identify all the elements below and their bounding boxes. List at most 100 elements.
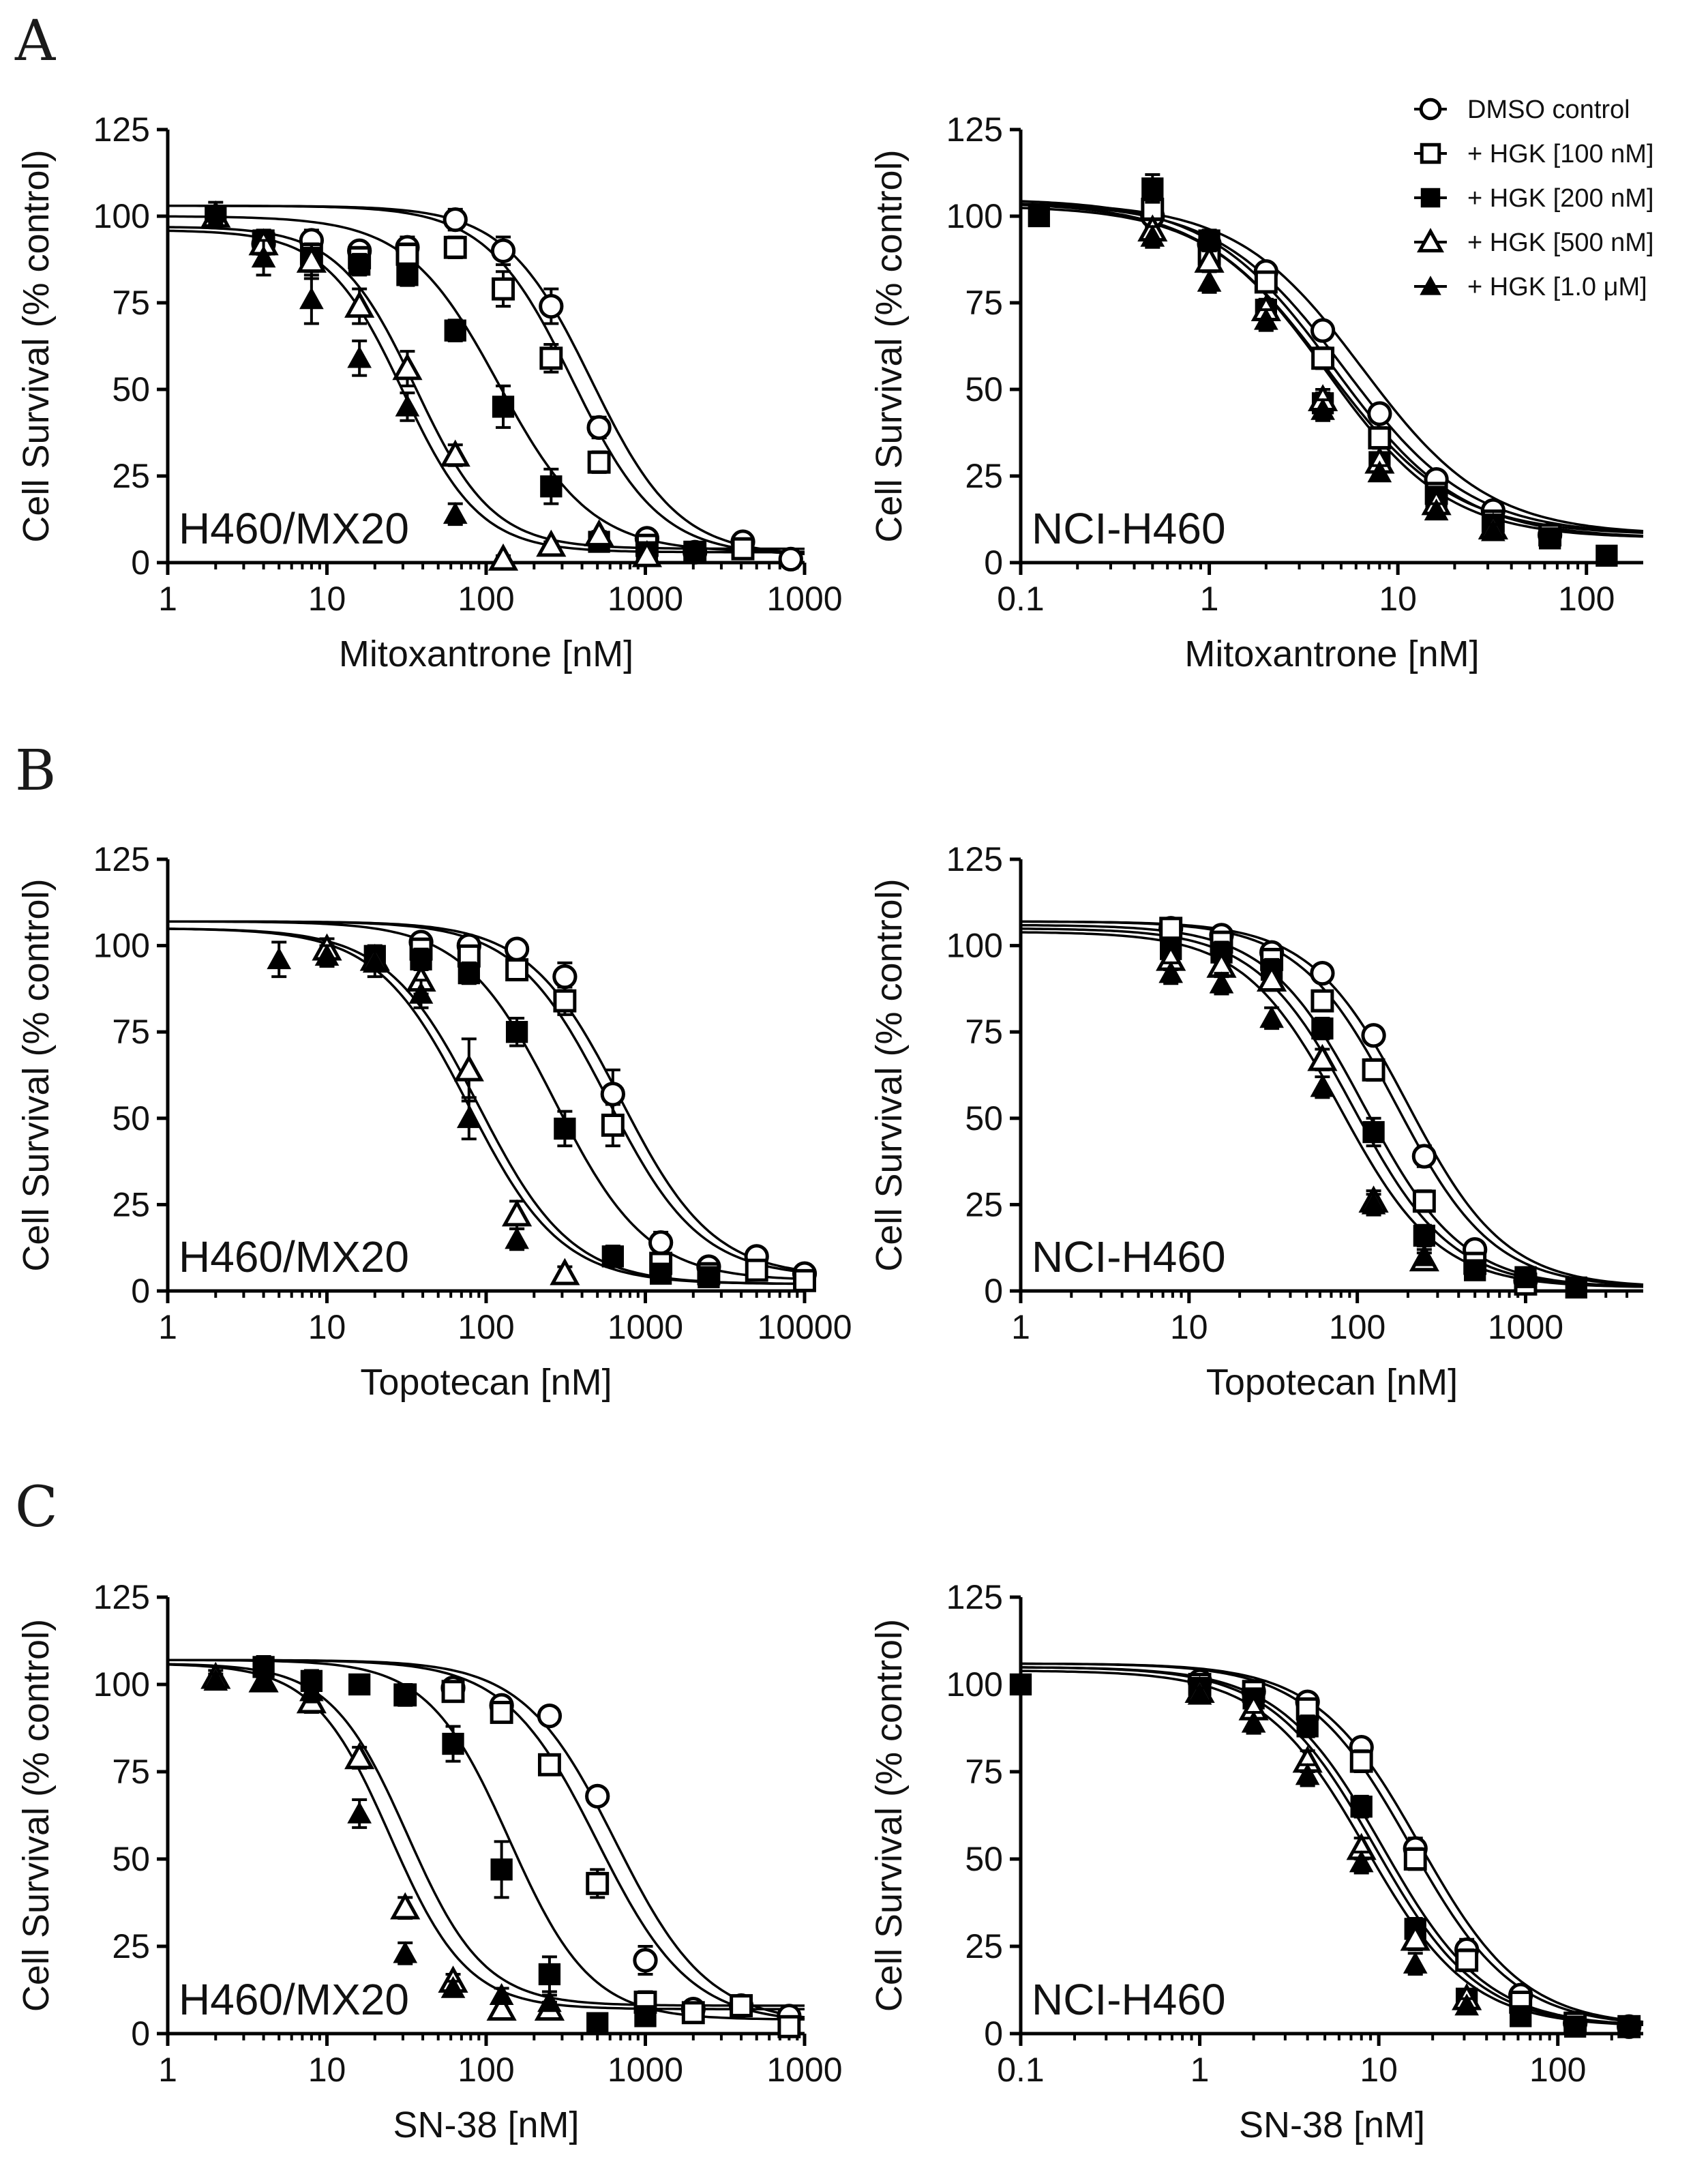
- y-tick-label: 100: [93, 927, 150, 965]
- y-tick-label: 125: [93, 110, 150, 149]
- data-point: [267, 947, 292, 970]
- data-point: [1424, 498, 1449, 521]
- y-tick-label: 100: [93, 1665, 150, 1704]
- y-axis-title: Cell Survival (% control): [16, 878, 57, 1271]
- y-tick-label: 100: [946, 1665, 1003, 1704]
- y-tick-label: 125: [93, 1578, 150, 1616]
- plot-panel-6: 0 25 50 75 100 125 0.1 1 10 100 SN-38 [nM] Cell Sur…: [869, 1578, 1644, 2145]
- data-point: [296, 246, 327, 273]
- data-point: [1464, 1259, 1486, 1281]
- data-point: [1454, 1993, 1480, 2016]
- plot-panel-4: 0 25 50 75 100 125 1 10 100 1000 Topotecan [nM] Cel…: [869, 840, 1644, 1403]
- data-point: [1413, 1224, 1436, 1247]
- legend: DMSO control + HGK [100 nM] + HGK [200 nM]…: [1414, 95, 1654, 301]
- data-point: [793, 1268, 816, 1292]
- data-point: [681, 2001, 705, 2025]
- series-5: [203, 200, 468, 526]
- fit-curve-series-4: [1021, 1666, 1644, 2026]
- data-point: [408, 981, 434, 1004]
- y-tick-label: 25: [112, 457, 150, 495]
- data-point: [1307, 1043, 1338, 1071]
- x-axis-title: Mitoxantrone [nM]: [339, 634, 633, 674]
- data-point: [1412, 1189, 1436, 1213]
- data-point: [1564, 2015, 1587, 2038]
- legend-label-3: + HGK [200 nM]: [1467, 184, 1654, 213]
- y-tick-label: 50: [965, 370, 1003, 408]
- data-point: [1310, 960, 1335, 986]
- y-tick-label: 75: [965, 1013, 1003, 1051]
- data-point: [1296, 1715, 1319, 1738]
- y-tick-label: 50: [965, 1840, 1003, 1878]
- data-point: [486, 1993, 517, 2021]
- plot-panel-2: 0 25 50 75 100 125 0.1 1 10 100 Mitoxantrone [nM] C…: [869, 110, 1644, 674]
- data-point: [1510, 2005, 1532, 2027]
- legend-marker-3: [1420, 188, 1441, 208]
- data-point: [777, 2015, 801, 2038]
- x-tick-label: 100: [458, 2051, 514, 2089]
- data-point: [347, 1801, 372, 1824]
- x-tick-label: 1000: [1488, 1308, 1563, 1346]
- y-tick-label: 0: [131, 544, 150, 582]
- x-axis-title: Topotecan [nM]: [1206, 1362, 1458, 1403]
- data-point: [1361, 1023, 1386, 1048]
- data-point: [631, 539, 663, 567]
- series-5: [1158, 961, 1437, 1266]
- data-point: [540, 475, 563, 498]
- cell-line-label: NCI-H460: [1032, 1975, 1226, 2024]
- x-tick-label: 100: [458, 1308, 514, 1346]
- data-point: [1595, 544, 1618, 567]
- y-tick-label: 25: [965, 457, 1003, 495]
- x-tick-label: 1: [1011, 1308, 1030, 1346]
- data-point: [1311, 346, 1335, 370]
- cell-line-label: NCI-H460: [1032, 504, 1226, 553]
- data-point: [633, 1948, 658, 1973]
- data-point: [600, 1082, 625, 1107]
- y-tick-label: 75: [112, 284, 150, 322]
- data-point: [730, 1994, 753, 2017]
- plot-panel-5: 0 25 50 75 100 125 1 10 100 1000 1000 SN-38 [nM] Cel…: [16, 1578, 843, 2145]
- data-point: [440, 1976, 466, 1998]
- data-point: [1310, 1075, 1335, 1097]
- legend-label-1: DMSO control: [1467, 95, 1630, 124]
- y-axis-title: Cell Survival (% control): [16, 1619, 57, 2012]
- x-tick-label: 1000: [608, 2051, 683, 2089]
- data-point: [458, 962, 480, 985]
- data-point: [539, 293, 564, 319]
- y-tick-label: 0: [984, 2015, 1003, 2053]
- data-point: [299, 1679, 324, 1701]
- data-point: [1140, 224, 1165, 247]
- data-point: [554, 1117, 576, 1140]
- data-point: [1403, 1951, 1428, 1974]
- x-tick-label: 10000: [757, 1308, 852, 1346]
- data-point: [634, 2005, 657, 2027]
- data-point: [537, 1990, 562, 2012]
- x-tick-label: 1000: [766, 2051, 842, 2089]
- y-tick-label: 50: [112, 1840, 150, 1878]
- data-point: [684, 541, 706, 563]
- x-tick-label: 1: [158, 1308, 177, 1346]
- y-tick-label: 125: [946, 840, 1003, 878]
- data-point: [490, 1701, 513, 1724]
- data-point: [203, 1669, 228, 1691]
- data-point: [1349, 1850, 1374, 1873]
- y-tick-label: 0: [131, 2015, 150, 2053]
- data-point: [1187, 1682, 1212, 1705]
- plot-panel-3: 0 25 50 75 100 125 1 10 100 1000 10000 Topotecan [n…: [16, 840, 852, 1403]
- data-point: [492, 277, 515, 301]
- data-point: [314, 943, 340, 966]
- data-point: [444, 319, 466, 342]
- data-point: [698, 1266, 720, 1288]
- x-axis-title: SN-38 [nM]: [1239, 2105, 1425, 2145]
- x-tick-label: 10: [308, 2051, 346, 2089]
- data-point: [537, 1753, 561, 1777]
- data-point: [1411, 1144, 1437, 1169]
- y-axis-title: Cell Survival (% control): [16, 149, 57, 542]
- series-3: [1160, 937, 1587, 1299]
- data-point: [1310, 989, 1334, 1013]
- data-point: [1514, 1266, 1537, 1288]
- data-point: [601, 1113, 625, 1137]
- x-tick-label: 10: [1379, 580, 1417, 618]
- data-point: [1259, 1006, 1284, 1028]
- x-tick-label: 10: [1360, 2051, 1398, 2089]
- series-5: [1187, 1682, 1480, 2016]
